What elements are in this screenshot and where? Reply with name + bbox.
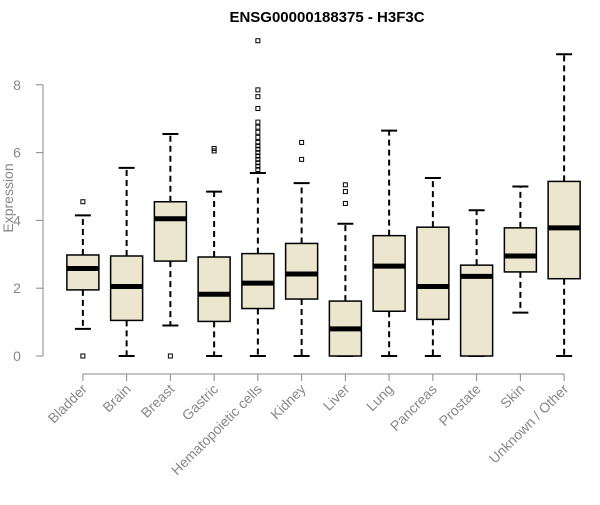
box-hematopoietic-cells (241, 38, 275, 357)
outlier-point (255, 38, 261, 44)
x-tick-label: Unknown / Other (486, 381, 572, 467)
outlier-point (299, 156, 305, 162)
x-tick-label: Brain (99, 381, 133, 415)
box-brain (109, 166, 144, 357)
iqr-box (153, 201, 188, 262)
outlier-point (211, 146, 217, 152)
box-pancreas (416, 177, 450, 357)
outlier-point (167, 353, 173, 359)
y-tick-label: 6 (13, 145, 21, 161)
outlier-point (255, 119, 261, 125)
iqr-box (459, 264, 494, 357)
outlier-point (255, 167, 261, 173)
y-axis: 0 2 4 6 8 (13, 77, 44, 364)
outlier-point (80, 199, 86, 205)
box-prostate (459, 209, 494, 357)
outlier-point (255, 129, 261, 135)
chart-title: ENSG00000188375 - H3F3C (229, 9, 424, 26)
y-axis-label: Expression (0, 163, 16, 232)
outlier-point (80, 353, 86, 359)
y-tick-label: 2 (13, 280, 21, 296)
y-tick-label: 4 (13, 212, 21, 228)
outlier-point (255, 160, 261, 166)
box-lung (372, 129, 406, 357)
y-tick-label: 0 (13, 348, 21, 364)
outlier-point (255, 94, 261, 100)
outlier-point (255, 139, 261, 145)
box-unknown-other (547, 53, 581, 357)
outlier-point (255, 87, 261, 93)
outlier-point (255, 106, 261, 112)
box-series (66, 38, 581, 359)
box-breast (153, 132, 188, 359)
x-tick-label: Liver (320, 381, 353, 414)
outlier-point (342, 182, 348, 188)
outlier-point (255, 143, 261, 149)
x-tick-label: Gastric (179, 381, 222, 424)
box-skin (503, 185, 538, 314)
iqr-box (197, 256, 231, 323)
outlier-point (255, 134, 261, 140)
outlier-point (255, 163, 261, 169)
box-bladder (66, 199, 100, 359)
x-tick-label: Kidney (267, 381, 309, 423)
iqr-box (416, 226, 450, 321)
iqr-box (503, 227, 538, 273)
x-tick-label: Prostate (436, 381, 484, 429)
iqr-box (372, 234, 406, 313)
outlier-point (342, 200, 348, 206)
x-tick-label: Skin (497, 381, 528, 412)
box-liver (328, 182, 363, 357)
x-tick-label: Bladder (45, 381, 91, 427)
outlier-point (299, 139, 305, 145)
outlier-point (255, 153, 261, 159)
iqr-box (284, 242, 319, 300)
outlier-point (255, 124, 261, 130)
outlier-point (255, 150, 261, 156)
x-tick-label: Breast (138, 381, 178, 421)
x-tick-label: Lung (363, 381, 396, 414)
box-gastric (197, 146, 231, 357)
outlier-point (255, 156, 261, 162)
y-tick-label: 8 (13, 77, 21, 93)
x-tick-label: Pancreas (387, 381, 440, 434)
outlier-point (255, 146, 261, 152)
iqr-box (66, 254, 100, 291)
box-kidney (284, 139, 319, 357)
outlier-point (342, 189, 348, 195)
